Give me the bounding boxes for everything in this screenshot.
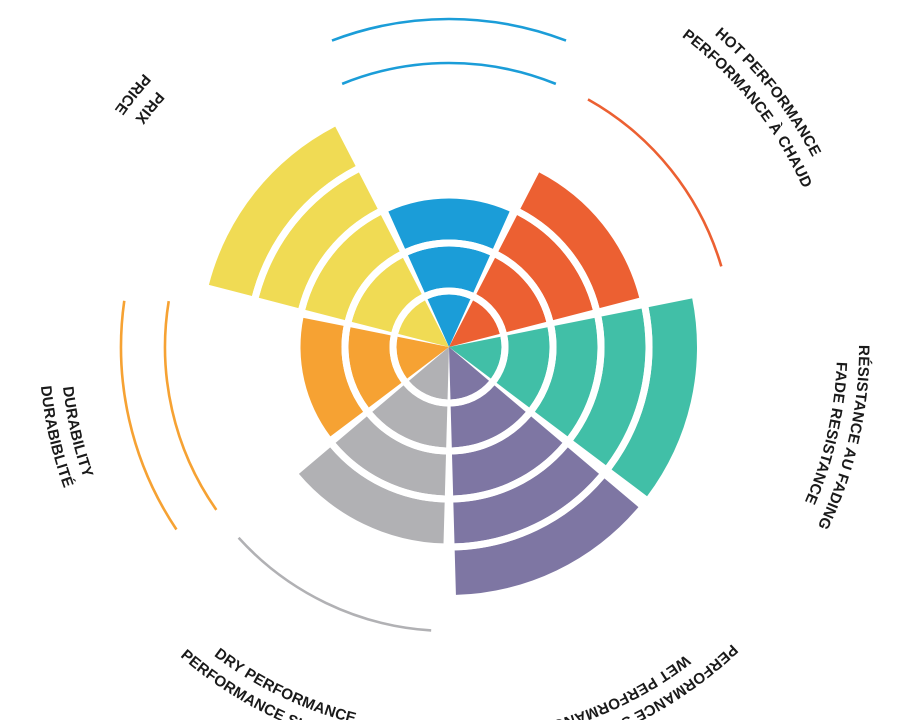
gridline-arc-wet-performance-4 xyxy=(454,473,605,551)
outer-arcs-layer xyxy=(119,17,723,632)
sector-ring-hot-performance-4[interactable] xyxy=(520,172,640,309)
sector-label-wet-performance-line2: WET PERFORMANCE xyxy=(541,652,693,720)
gridline-arc-price-1 xyxy=(391,294,426,334)
gridline-arc-durability-2 xyxy=(341,325,369,412)
sector-ring-wet-performance-5[interactable] xyxy=(454,478,639,595)
sector-ring-hot-performance-1[interactable] xyxy=(449,300,500,347)
gridline-arc-hot-performance-1 xyxy=(472,294,507,334)
sector-ring-fade-resistance-3[interactable] xyxy=(534,317,598,437)
gridline-arc-dry-performance-1 xyxy=(403,380,448,407)
sector-label-hot-performance-line1: HOT PERFORMANCE xyxy=(712,25,824,160)
gridline-arc-price-3 xyxy=(298,208,381,310)
gridline-arc-cold-performance-2 xyxy=(405,239,493,256)
sector-indicator-arcs-durability xyxy=(119,300,218,531)
sector-durability[interactable] xyxy=(300,317,450,437)
sector-ring-price-5[interactable] xyxy=(208,126,356,297)
gridline-arc-hot-performance-3 xyxy=(517,208,600,310)
sector-ring-cold-performance-3[interactable] xyxy=(388,198,510,249)
sector-indicator-arcs-hot-performance xyxy=(587,98,723,267)
sector-ring-durability-3[interactable] xyxy=(300,317,364,437)
sector-ring-wet-performance-4[interactable] xyxy=(453,447,600,544)
gridline-arc-fade-resistance-2 xyxy=(529,325,557,412)
sector-fade-resistance[interactable] xyxy=(449,298,697,497)
sector-ring-wet-performance-3[interactable] xyxy=(452,416,563,496)
empty-ring-arc-cold-performance-4 xyxy=(341,61,557,86)
sector-ring-wet-performance-1[interactable] xyxy=(449,347,490,400)
empty-ring-arc-hot-performance-5 xyxy=(587,98,723,267)
sector-ring-price-4[interactable] xyxy=(258,172,378,309)
sector-price[interactable] xyxy=(208,126,449,347)
sector-indicator-arcs-dry-performance xyxy=(237,536,432,632)
sector-ring-dry-performance-2[interactable] xyxy=(372,385,448,448)
sector-ring-wet-performance-2[interactable] xyxy=(450,385,526,448)
sector-ring-durability-1[interactable] xyxy=(396,336,449,379)
gridline-arc-fade-resistance-1 xyxy=(490,335,509,383)
sector-ring-price-3[interactable] xyxy=(305,215,400,321)
empty-ring-arc-cold-performance-5 xyxy=(331,17,567,42)
wedges-layer xyxy=(208,126,697,595)
empty-ring-arc-durability-5 xyxy=(119,300,178,531)
sector-ring-price-2[interactable] xyxy=(351,257,422,333)
sector-wet-performance[interactable] xyxy=(449,347,639,595)
gridline-arc-price-2 xyxy=(344,251,403,322)
sector-ring-dry-performance-4[interactable] xyxy=(298,447,445,544)
sector-hot-performance[interactable] xyxy=(449,172,640,347)
sector-ring-cold-performance-1[interactable] xyxy=(427,294,471,348)
sector-ring-cold-performance-2[interactable] xyxy=(407,246,491,293)
gridline-arc-dry-performance-2 xyxy=(366,411,447,455)
sector-ring-dry-performance-1[interactable] xyxy=(408,347,449,400)
sector-dry-performance[interactable] xyxy=(298,347,449,544)
sector-ring-fade-resistance-1[interactable] xyxy=(449,336,502,379)
gridline-arc-wet-performance-2 xyxy=(451,411,532,455)
sector-ring-hot-performance-2[interactable] xyxy=(476,257,547,333)
gridline-arc-cold-performance-1 xyxy=(424,287,474,300)
empty-ring-arc-durability-4 xyxy=(163,300,218,511)
gridline-arc-price-4 xyxy=(251,166,359,298)
gridline-arc-fade-resistance-3 xyxy=(567,316,605,441)
gridline-arc-dry-performance-3 xyxy=(330,442,445,503)
sector-ring-durability-2[interactable] xyxy=(348,327,402,408)
empty-ring-arc-dry-performance-5 xyxy=(237,536,432,632)
sector-ring-fade-resistance-2[interactable] xyxy=(496,327,550,408)
sector-ring-fade-resistance-5[interactable] xyxy=(611,298,697,497)
gridline-arc-fade-resistance-4 xyxy=(605,307,653,470)
sector-ring-hot-performance-3[interactable] xyxy=(498,215,593,321)
gridline-arc-durability-1 xyxy=(389,335,408,383)
sector-ring-fade-resistance-4[interactable] xyxy=(573,308,646,466)
sector-indicator-arcs-cold-performance xyxy=(331,17,567,86)
sector-cold-performance[interactable] xyxy=(388,198,510,348)
gridline-arc-hot-performance-2 xyxy=(495,251,554,322)
sector-ring-price-1[interactable] xyxy=(398,300,449,347)
gridline-arc-wet-performance-1 xyxy=(450,380,495,407)
sector-ring-dry-performance-3[interactable] xyxy=(335,416,446,496)
gridline-arc-wet-performance-3 xyxy=(453,442,568,503)
